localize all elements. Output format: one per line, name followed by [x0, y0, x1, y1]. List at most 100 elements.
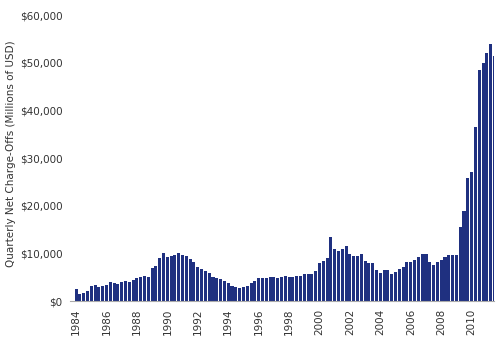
Bar: [212, 277, 214, 301]
Bar: [333, 249, 336, 301]
Bar: [406, 262, 408, 301]
Bar: [489, 44, 492, 301]
Bar: [246, 285, 248, 301]
Bar: [174, 255, 176, 301]
Bar: [348, 254, 352, 301]
Bar: [360, 254, 363, 301]
Bar: [143, 276, 146, 301]
Bar: [386, 270, 390, 301]
Bar: [101, 286, 104, 301]
Bar: [238, 288, 241, 301]
Bar: [306, 273, 310, 301]
Bar: [478, 70, 481, 301]
Bar: [356, 256, 359, 301]
Bar: [242, 287, 245, 301]
Bar: [352, 256, 355, 301]
Bar: [318, 263, 321, 301]
Bar: [112, 283, 116, 301]
Bar: [440, 260, 442, 301]
Bar: [496, 72, 500, 301]
Bar: [200, 269, 203, 301]
Bar: [375, 270, 378, 301]
Bar: [326, 258, 328, 301]
Bar: [82, 293, 85, 301]
Bar: [74, 290, 78, 301]
Bar: [98, 287, 100, 301]
Bar: [128, 282, 131, 301]
Bar: [432, 265, 435, 301]
Bar: [482, 63, 484, 301]
Bar: [428, 262, 432, 301]
Bar: [272, 278, 276, 301]
Bar: [177, 253, 180, 301]
Bar: [474, 127, 477, 301]
Bar: [261, 278, 264, 301]
Bar: [398, 269, 401, 301]
Bar: [158, 258, 162, 301]
Bar: [466, 178, 469, 301]
Bar: [166, 257, 169, 301]
Bar: [90, 286, 93, 301]
Bar: [424, 254, 428, 301]
Bar: [230, 285, 234, 301]
Bar: [470, 172, 473, 301]
Bar: [448, 255, 450, 301]
Bar: [451, 255, 454, 301]
Bar: [382, 270, 386, 301]
Bar: [196, 267, 200, 301]
Bar: [264, 278, 268, 301]
Bar: [337, 251, 340, 301]
Bar: [364, 261, 366, 301]
Bar: [371, 263, 374, 301]
Bar: [402, 267, 404, 301]
Bar: [109, 282, 112, 301]
Bar: [185, 256, 188, 301]
Bar: [219, 279, 222, 301]
Bar: [132, 280, 134, 301]
Bar: [436, 262, 439, 301]
Bar: [280, 278, 283, 301]
Bar: [188, 259, 192, 301]
Bar: [462, 211, 466, 301]
Bar: [292, 278, 294, 301]
Bar: [420, 254, 424, 301]
Bar: [330, 237, 332, 301]
Bar: [322, 261, 325, 301]
Bar: [413, 260, 416, 301]
Bar: [162, 253, 165, 301]
Bar: [458, 227, 462, 301]
Bar: [139, 278, 142, 301]
Bar: [124, 281, 127, 301]
Bar: [314, 271, 317, 301]
Bar: [268, 278, 272, 301]
Bar: [226, 283, 230, 301]
Bar: [86, 291, 89, 301]
Bar: [368, 263, 370, 301]
Bar: [154, 266, 158, 301]
Bar: [295, 276, 298, 301]
Bar: [120, 282, 123, 301]
Bar: [284, 276, 287, 301]
Bar: [216, 278, 218, 301]
Bar: [181, 255, 184, 301]
Bar: [299, 276, 302, 301]
Bar: [208, 273, 210, 301]
Bar: [170, 256, 172, 301]
Bar: [303, 273, 306, 301]
Bar: [379, 273, 382, 301]
Bar: [257, 278, 260, 301]
Bar: [341, 249, 344, 301]
Bar: [105, 285, 108, 301]
Bar: [394, 272, 397, 301]
Bar: [390, 274, 394, 301]
Bar: [409, 262, 412, 301]
Bar: [493, 56, 496, 301]
Bar: [78, 294, 82, 301]
Bar: [288, 278, 290, 301]
Y-axis label: Quarterly Net Charge-Offs (Millions of USD): Quarterly Net Charge-Offs (Millions of U…: [6, 40, 16, 267]
Bar: [344, 247, 348, 301]
Bar: [444, 257, 446, 301]
Bar: [192, 262, 196, 301]
Bar: [455, 255, 458, 301]
Bar: [486, 53, 488, 301]
